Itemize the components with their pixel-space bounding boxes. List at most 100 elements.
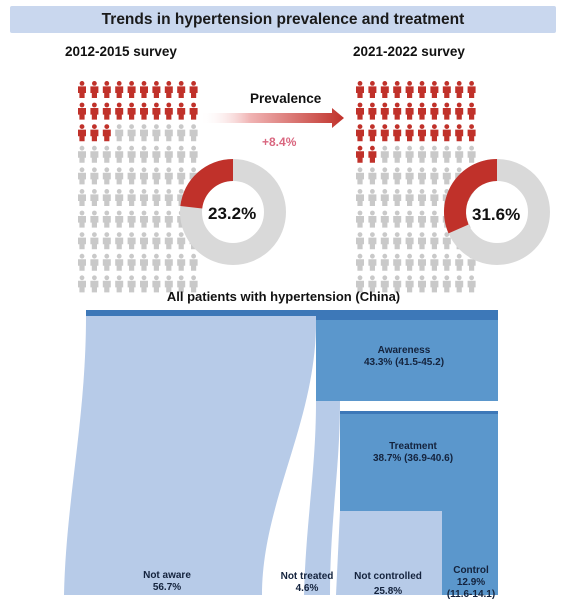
person-affected-icon [380, 124, 389, 142]
person-icon [380, 189, 389, 206]
person-icon [405, 167, 414, 185]
person-icon [467, 275, 476, 293]
person-icon [140, 145, 148, 163]
person-icon [405, 145, 414, 163]
person-icon [115, 275, 124, 293]
person-icon [380, 210, 389, 228]
donut-chart-2012 [180, 159, 286, 265]
header-banner: Trends in hypertension prevalence and tr… [10, 6, 556, 33]
person-icon [127, 210, 136, 228]
label-awareness: Awareness 43.3% (41.5-45.2) [348, 345, 460, 369]
person-affected-icon [405, 81, 414, 98]
sankey-diagram [64, 310, 498, 595]
person-icon [164, 167, 173, 185]
label-treatment-name: Treatment [389, 441, 437, 452]
person-affected-icon [189, 102, 198, 120]
person-icon [380, 167, 389, 185]
person-affected-icon [177, 81, 186, 98]
label-not-aware-value: 56.7% [152, 582, 182, 593]
prevalence-change-value: +8.4% [262, 135, 297, 149]
person-affected-icon [368, 102, 377, 120]
person-icon [90, 232, 99, 250]
person-affected-icon [78, 124, 86, 142]
person-icon [380, 232, 389, 250]
person-affected-icon [368, 124, 377, 142]
person-affected-icon [380, 81, 389, 98]
person-affected-icon [418, 124, 426, 142]
person-icon [140, 275, 148, 293]
person-icon [430, 232, 439, 250]
person-icon [127, 189, 136, 206]
person-icon [393, 145, 402, 163]
donut-hole [466, 181, 528, 243]
person-affected-icon [115, 102, 124, 120]
person-icon [102, 145, 111, 163]
person-icon [405, 210, 414, 228]
person-affected-icon [380, 102, 389, 120]
node-awareness [316, 316, 498, 401]
person-icon [405, 275, 414, 293]
person-icon [90, 189, 99, 206]
person-affected-icon [418, 81, 426, 98]
people-grid-2021 [356, 81, 476, 293]
label-not-aware: Not aware 56.7% [122, 570, 212, 594]
person-icon [393, 232, 402, 250]
flow-not-controlled [336, 511, 442, 595]
person-affected-icon [78, 102, 86, 120]
person-icon [368, 232, 377, 250]
person-icon [127, 253, 136, 271]
person-icon [152, 253, 161, 271]
person-affected-icon [90, 102, 99, 120]
prevalence-change-label: Prevalence [250, 91, 322, 106]
donut-slice-prevalence [180, 159, 233, 209]
person-affected-icon [467, 81, 476, 98]
person-icon [189, 253, 198, 271]
person-icon [177, 124, 186, 142]
label-awareness-value: 43.3% (41.5-45.2) [363, 357, 445, 368]
person-icon [455, 145, 464, 163]
person-icon [152, 145, 161, 163]
label-treatment-value: 38.7% (36.9-40.6) [372, 453, 454, 464]
person-icon [418, 189, 426, 206]
person-affected-icon [393, 102, 402, 120]
person-icon [164, 189, 173, 206]
label-control-ci: (11.6-14.1) [446, 589, 496, 600]
person-icon [177, 167, 186, 185]
person-affected-icon [102, 124, 111, 142]
person-icon [189, 124, 198, 142]
person-icon [467, 145, 476, 163]
person-icon [140, 210, 148, 228]
person-affected-icon [102, 81, 111, 98]
person-icon [418, 167, 426, 185]
person-icon [115, 210, 124, 228]
donut-chart-2021 [444, 159, 550, 265]
person-icon [152, 124, 161, 142]
person-icon [430, 210, 439, 228]
person-affected-icon [90, 124, 99, 142]
label-not-controlled-value: 25.8% [373, 586, 403, 597]
prevalence-arrow-icon [200, 108, 344, 128]
flow-not-treated [304, 401, 340, 595]
donut-hole [202, 181, 264, 243]
label-awareness-name: Awareness [377, 345, 431, 356]
person-affected-icon [78, 81, 86, 98]
person-affected-icon [405, 124, 414, 142]
person-affected-icon [189, 81, 198, 98]
person-icon [177, 275, 186, 293]
person-icon [127, 232, 136, 250]
donut-slice-prevalence [444, 159, 497, 234]
person-icon [405, 189, 414, 206]
person-icon [152, 275, 161, 293]
survey-2021-label: 2021-2022 survey [353, 44, 465, 59]
person-icon [442, 232, 451, 250]
person-icon [356, 189, 364, 206]
label-control-name: Control [453, 565, 489, 576]
person-affected-icon [368, 145, 377, 163]
person-affected-icon [356, 102, 364, 120]
person-icon [115, 124, 124, 142]
person-icon [127, 124, 136, 142]
person-icon [115, 189, 124, 206]
person-icon [115, 167, 124, 185]
person-affected-icon [102, 102, 111, 120]
